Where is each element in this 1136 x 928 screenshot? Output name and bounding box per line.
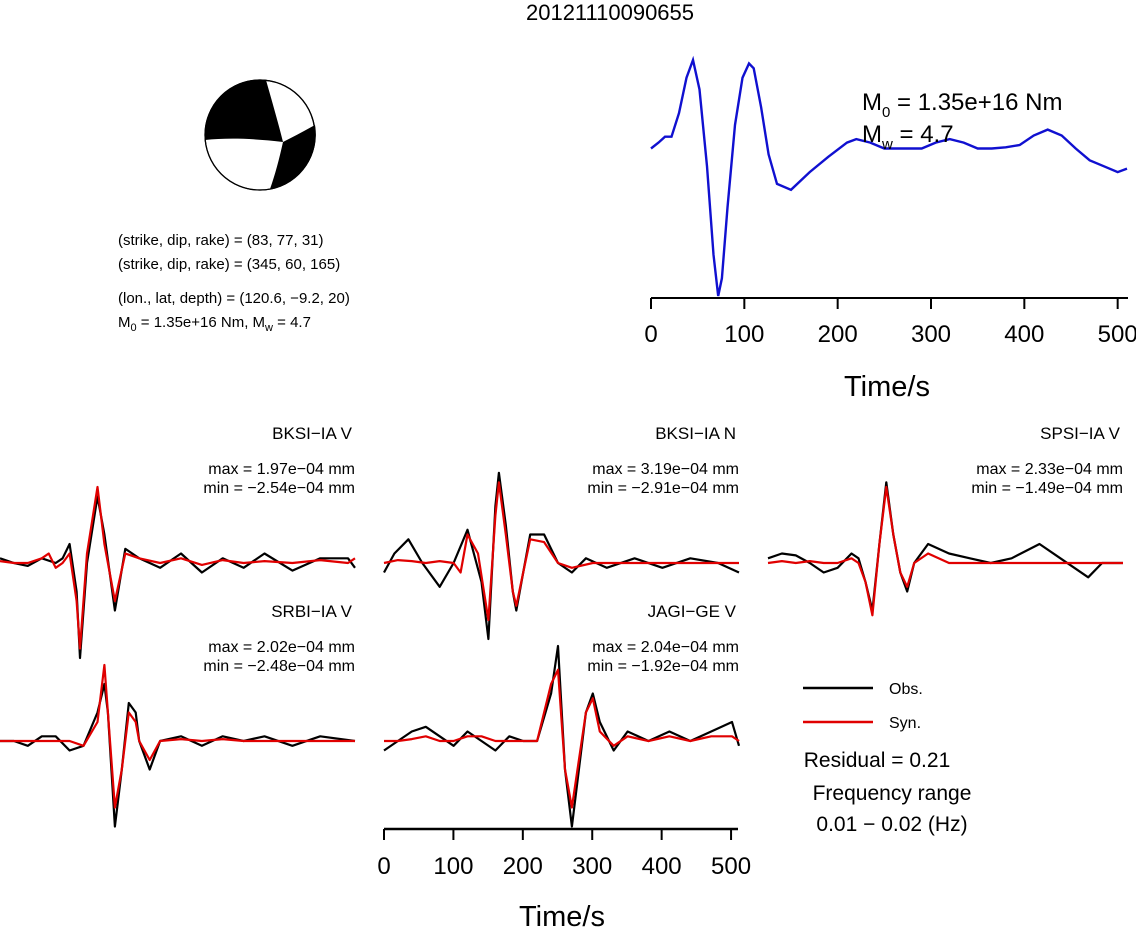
station-label: SRBI−IA V <box>271 602 352 621</box>
waveform-time-axis: 0 100 200 300 400 500 Time/s <box>377 827 751 928</box>
nodal-plane-2: (strike, dip, rake) = (345, 60, 165) <box>118 256 340 273</box>
station-label: BKSI−IA V <box>272 424 353 443</box>
figure-title: 20121110090655 <box>526 0 694 25</box>
location-depth: (lon., lat, depth) = (120.6, −9.2, 20) <box>118 290 350 307</box>
station-label: JAGI−GE V <box>648 602 737 621</box>
min-amplitude-label: min = −2.91e−04 mm <box>587 480 739 497</box>
max-amplitude-label: max = 3.19e−04 mm <box>592 461 739 478</box>
waveform-x-tick-label: 400 <box>642 853 682 880</box>
waveform-x-tick-label: 200 <box>503 853 543 880</box>
synthetic-waveform <box>767 485 1123 617</box>
frequency-range-title: Frequency range <box>813 782 972 805</box>
min-amplitude-label: min = −1.49e−04 mm <box>971 480 1123 497</box>
stf-x-tick-label: 400 <box>1004 321 1044 348</box>
max-amplitude-label: max = 1.97e−04 mm <box>208 461 355 478</box>
legend-syn-label: Syn. <box>889 715 921 732</box>
stf-series-line <box>650 55 1128 297</box>
synthetic-waveform <box>0 485 356 650</box>
stf-x-axis-title: Time/s <box>844 371 930 403</box>
observed-waveform <box>0 495 356 660</box>
min-amplitude-label: min = −2.54e−04 mm <box>203 480 355 497</box>
stf-x-tick-label: 100 <box>724 321 764 348</box>
synthetic-waveform <box>0 663 355 809</box>
waveform-x-tick-label: 100 <box>433 853 473 880</box>
waveform-panel: BKSI−IA V max = 1.97e−04 mm min = −2.54e−0… <box>0 424 356 660</box>
waveform-x-tick-label: 300 <box>572 853 612 880</box>
stf-x-tick-label: 200 <box>818 321 858 348</box>
waveform-x-tick-label: 0 <box>377 853 390 880</box>
stf-x-tick-label: 0 <box>644 321 657 348</box>
waveform-x-ticks: 0 100 200 300 400 500 <box>377 829 751 880</box>
source-time-function-plot: M0 = 1.35e+16 Nm Mw = 4.7 0 100 200 300 400 5… <box>644 55 1136 403</box>
waveform-panel: BKSI−IA N max = 3.19e−04 mm min = −2.91e−0… <box>383 424 740 641</box>
waveform-panel: JAGI−GE V max = 2.04e−04 mm min = −1.92e−0… <box>383 602 741 828</box>
max-amplitude-label: max = 2.02e−04 mm <box>208 639 355 656</box>
frequency-range-value: 0.01 − 0.02 (Hz) <box>816 813 967 836</box>
waveform-x-axis-title: Time/s <box>519 901 605 928</box>
min-amplitude-label: min = −2.48e−04 mm <box>203 658 355 675</box>
stf-x-tick-label: 300 <box>911 321 951 348</box>
station-label: BKSI−IA N <box>655 424 736 443</box>
beachball-diagram <box>204 79 316 191</box>
waveform-panel: SPSI−IA V max = 2.33e−04 mm min = −1.49e−0… <box>767 424 1123 617</box>
legend-obs-label: Obs. <box>889 681 923 698</box>
beachball-compression-quadrant-2 <box>270 125 316 189</box>
legend: Obs. Syn. <box>803 681 923 732</box>
stf-m0-label: M0 = 1.35e+16 Nm <box>862 89 1062 121</box>
min-amplitude-label: min = −1.92e−04 mm <box>587 658 739 675</box>
stf-x-tick-label: 500 <box>1098 321 1136 348</box>
stf-x-ticks: 0 100 200 300 400 500 <box>644 298 1136 348</box>
mechanism-info: (strike, dip, rake) = (83, 77, 31) (stri… <box>118 232 350 334</box>
moment-magnitude-line: M0 = 1.35e+16 Nm, Mw = 4.7 <box>118 314 311 334</box>
stf-mw-label: Mw = 4.7 <box>862 121 954 153</box>
synthetic-waveform <box>384 668 740 809</box>
observed-waveform <box>0 682 356 828</box>
waveform-panel: SRBI−IA V max = 2.02e−04 mm min = −2.48e−0… <box>0 602 356 828</box>
observed-waveform <box>767 481 1123 612</box>
station-label: SPSI−IA V <box>1040 424 1121 443</box>
max-amplitude-label: max = 2.33e−04 mm <box>976 461 1123 478</box>
waveform-x-tick-label: 500 <box>711 853 751 880</box>
beachball-compression-quadrant-1 <box>204 79 283 142</box>
residual-label: Residual = 0.21 <box>804 749 951 772</box>
synthetic-waveform <box>383 481 739 622</box>
waveform-panels: BKSI−IA V max = 1.97e−04 mm min = −2.54e−0… <box>0 424 1123 828</box>
max-amplitude-label: max = 2.04e−04 mm <box>592 639 739 656</box>
nodal-plane-1: (strike, dip, rake) = (83, 77, 31) <box>118 232 324 249</box>
